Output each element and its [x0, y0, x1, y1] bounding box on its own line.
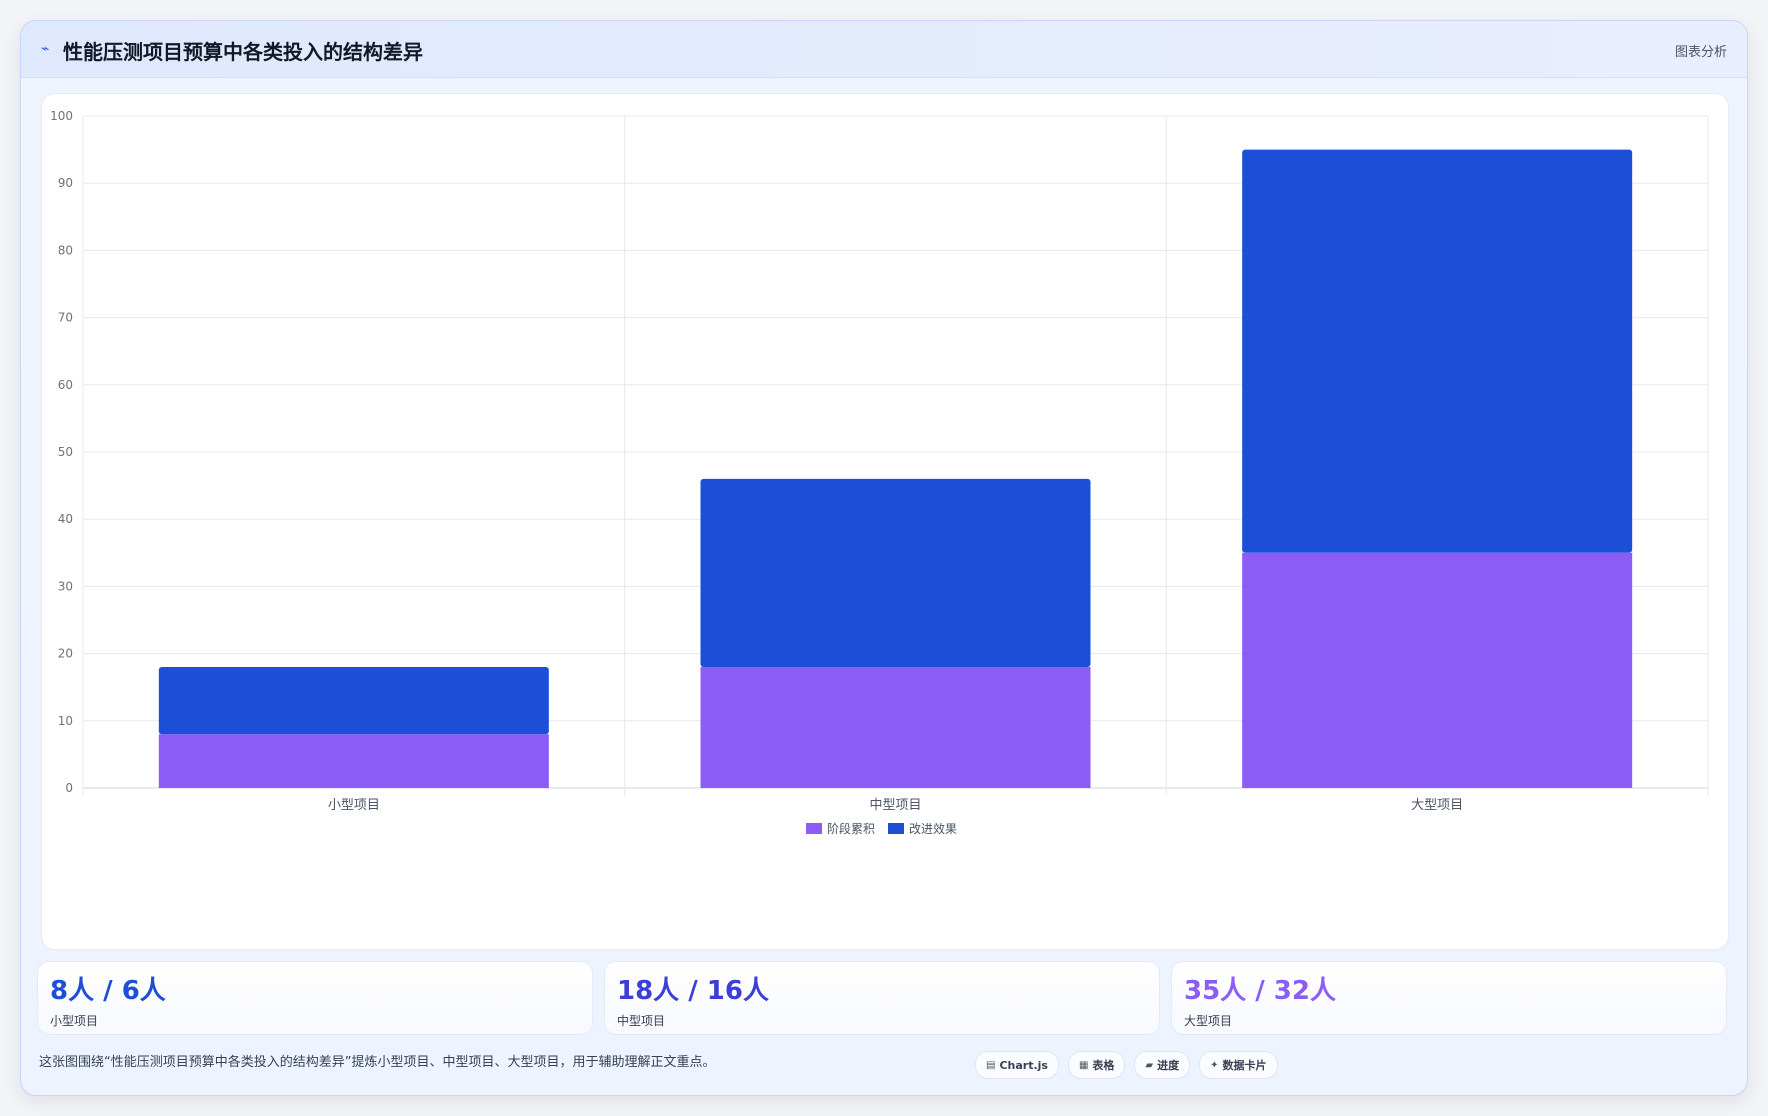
- chip-label: 表格: [1092, 1059, 1115, 1072]
- stat-card-small: 8人 / 6人 小型项目: [37, 961, 593, 1035]
- sparkle-icon: ✦: [1210, 1059, 1219, 1071]
- y-tick-label: 30: [58, 579, 73, 593]
- header-tag[interactable]: 图表分析: [1674, 45, 1727, 60]
- chart-icon: ▤: [986, 1059, 996, 1071]
- chip-progress[interactable]: ▰ 进度: [1134, 1051, 1191, 1079]
- footnote: 这张图围绕“性能压测项目预算中各类投入的结构差异”提炼小型项目、中型项目、大型项…: [39, 1055, 716, 1070]
- feature-chips: ▤ Chart.js ▦ 表格 ▰ 进度 ✦ 数据卡片: [975, 1051, 1278, 1079]
- legend-swatch: [806, 823, 822, 834]
- y-tick-label: 100: [50, 109, 73, 123]
- legend-swatch: [888, 823, 904, 834]
- chip-table[interactable]: ▦ 表格: [1067, 1051, 1126, 1079]
- chip-label: 数据卡片: [1222, 1059, 1267, 1072]
- y-tick-label: 40: [58, 512, 73, 526]
- page-title: 性能压测项目预算中各类投入的结构差异: [63, 40, 423, 64]
- chip-label: 进度: [1157, 1059, 1180, 1072]
- bar-segment: [158, 667, 549, 735]
- y-tick-label: 70: [58, 311, 73, 325]
- chart-panel: ⌁ 性能压测项目预算中各类投入的结构差异 图表分析 0 10 20 30 40 50 60 7…: [20, 20, 1748, 1096]
- bar-segment: [700, 667, 1091, 788]
- bar-segment: [1242, 552, 1633, 788]
- stat-card-medium: 18人 / 16人 中型项目: [604, 961, 1160, 1035]
- chart-card: 0 10 20 30 40 50 60 70 80 90 100 小型项目 中型项目 大型项目阶段累积 改进…: [41, 93, 1729, 950]
- bar-segment: [700, 478, 1091, 668]
- stat-value: 8人 / 6人: [50, 976, 166, 1006]
- legend-label: 改进效果: [909, 821, 957, 836]
- chip-label: Chart.js: [999, 1058, 1048, 1072]
- panel-header: ⌁ 性能压测项目预算中各类投入的结构差异 图表分析: [21, 21, 1747, 78]
- stat-card-large: 35人 / 32人 大型项目: [1171, 961, 1727, 1035]
- table-icon: ▦: [1078, 1059, 1089, 1071]
- stat-label: 小型项目: [50, 1014, 99, 1028]
- stat-value: 18人 / 16人: [617, 976, 769, 1006]
- x-tick-label: 大型项目: [1411, 798, 1463, 813]
- stat-value: 35人 / 32人: [1184, 976, 1336, 1006]
- chip-data-card[interactable]: ✦ 数据卡片: [1199, 1051, 1278, 1079]
- y-tick-label: 80: [58, 243, 73, 257]
- x-tick-label: 小型项目: [328, 798, 380, 813]
- bar-segment: [158, 734, 549, 788]
- y-tick-label: 90: [58, 176, 73, 190]
- y-tick-label: 50: [58, 445, 73, 459]
- y-tick-label: 20: [58, 647, 73, 661]
- x-tick-label: 中型项目: [869, 798, 921, 813]
- chart-line-icon: ⌁: [41, 41, 50, 57]
- y-tick-label: 10: [58, 714, 73, 728]
- chip-chartjs[interactable]: ▤ Chart.js: [975, 1051, 1059, 1079]
- stat-label: 中型项目: [617, 1014, 666, 1028]
- legend-label: 阶段累积: [827, 821, 875, 836]
- progress-icon: ▰: [1145, 1059, 1154, 1071]
- bar-segment: [1242, 149, 1633, 553]
- y-tick-label: 60: [58, 378, 73, 392]
- stat-label: 大型项目: [1184, 1014, 1233, 1028]
- y-tick-label: 0: [65, 781, 73, 795]
